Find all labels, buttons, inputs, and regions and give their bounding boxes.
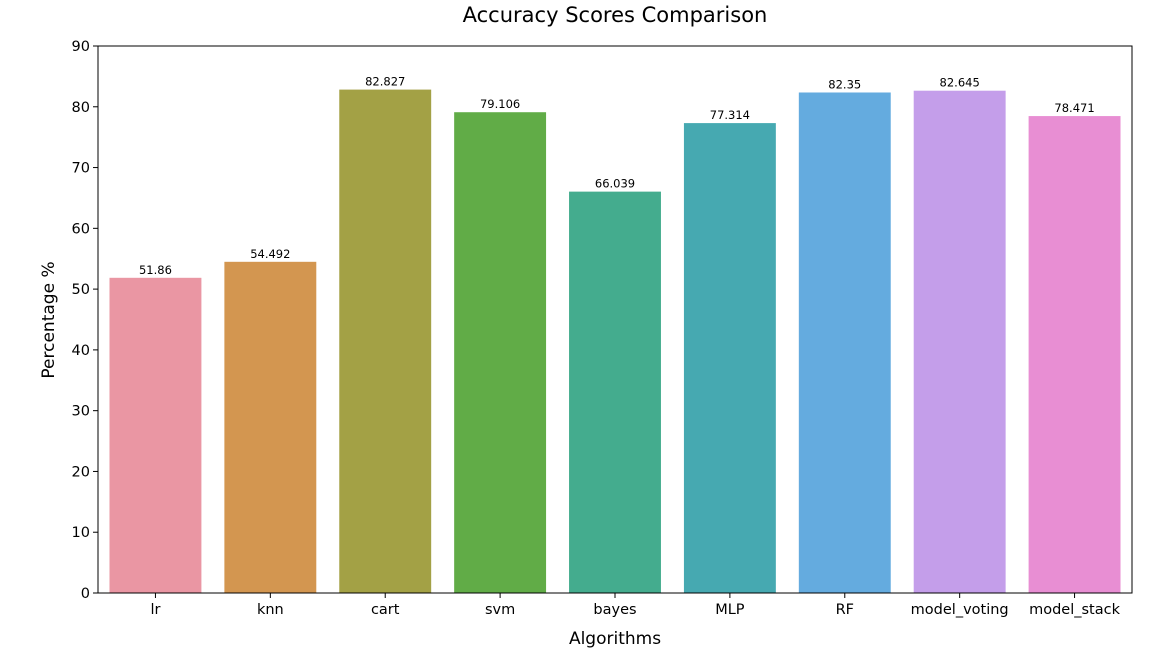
x-tick-label-knn: knn [257,602,284,618]
bar-RF [798,92,891,594]
x-axis-ticks: lr knn cart svm bayes MLP RF model_voting model_… [150,593,1121,618]
bar-model_stack [1028,116,1121,593]
x-tick-label-cart: cart [371,602,400,618]
y-tick-label: 90 [72,39,90,55]
data-label-svm: 79.106 [480,97,520,111]
data-label-model_voting: 82.645 [940,76,980,90]
bar-knn [224,261,317,593]
bars-group: 51.86 54.492 82.827 79.106 66.039 77.314 82.35… [109,75,1121,594]
y-tick-label: 30 [72,404,90,420]
bar-bayes [569,191,661,593]
bar-model_voting [913,90,1006,593]
x-tick-label-svm: svm [485,602,515,618]
data-label-MLP: 77.314 [710,108,750,122]
y-tick-label: 50 [72,282,90,298]
y-axis-ticks: 0 10 20 30 40 50 60 70 80 90 [72,39,98,602]
y-tick-label: 20 [72,464,90,480]
data-label-RF: 82.35 [828,77,861,91]
y-tick-label: 10 [72,525,90,541]
data-label-lr: 51.86 [139,263,172,277]
x-tick-label-bayes: bayes [593,602,636,618]
y-axis-label: Percentage % [39,261,59,378]
x-tick-label-RF: RF [836,602,854,618]
plot-frame [97,45,1133,594]
x-tick-label-model_voting: model_voting [911,602,1009,618]
data-label-model_stack: 78.471 [1054,101,1094,115]
y-tick-label: 80 [72,100,90,116]
bar-MLP [683,123,776,593]
x-tick-label-model_stack: model_stack [1029,602,1120,618]
bar-cart [339,89,432,594]
data-label-knn: 54.492 [250,247,290,261]
x-axis-label: Algorithms [569,629,661,649]
chart-title: Accuracy Scores Comparison [463,3,768,27]
data-label-bayes: 66.039 [595,177,635,191]
bar-svm [454,112,547,594]
bar-lr [109,277,202,593]
x-tick-label-lr: lr [150,602,160,618]
y-tick-label: 0 [81,586,90,602]
data-label-cart: 82.827 [365,75,405,89]
y-tick-label: 40 [72,343,90,359]
y-tick-label: 60 [72,221,90,237]
x-tick-label-MLP: MLP [715,602,745,618]
y-tick-label: 70 [72,161,90,177]
